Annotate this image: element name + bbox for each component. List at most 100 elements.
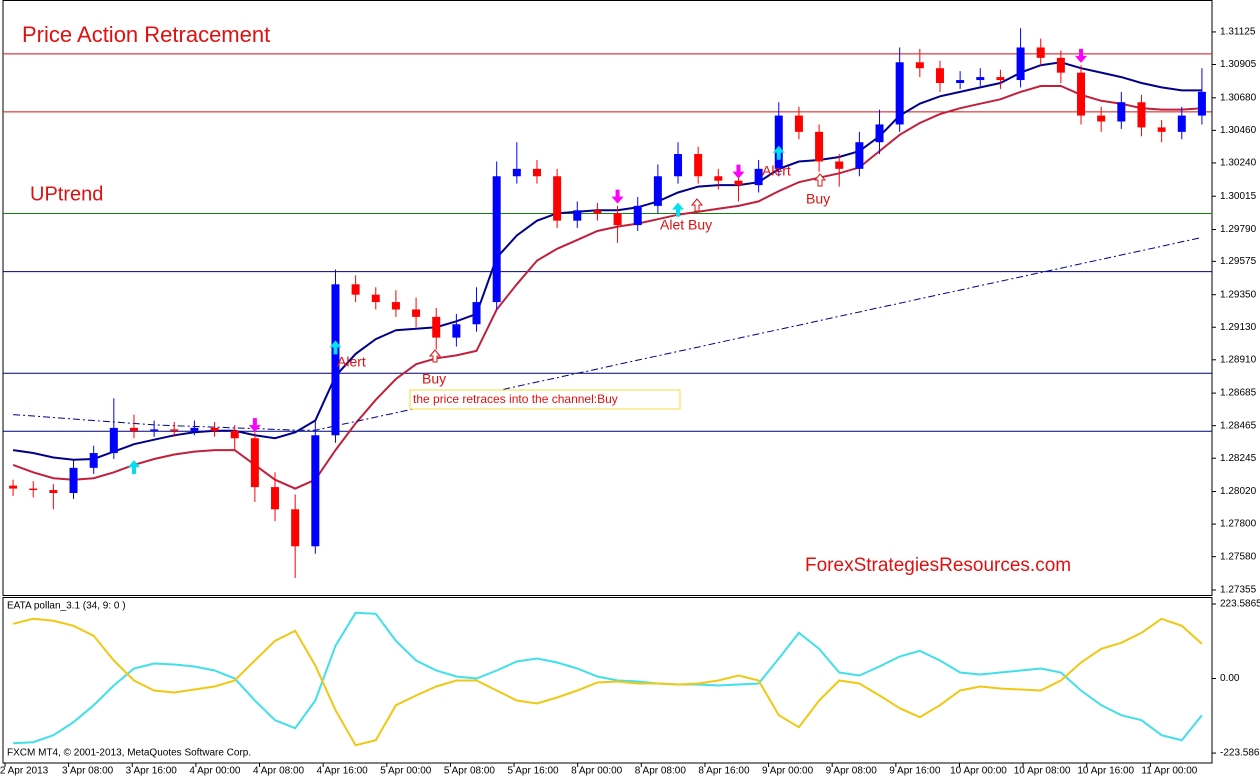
candle-body [1157,127,1166,132]
candle-body [1056,57,1065,73]
candle-body [371,294,380,303]
candle-body [895,62,904,125]
buy-arrow [690,198,704,212]
candle-body [29,488,38,491]
y-tick-label: 0.00 [1220,673,1240,684]
footer: FXCM MT4, © 2001-2013, MetaQuotes Softwa… [7,748,251,759]
y-tick-label: 1.27800 [1220,519,1257,530]
annotation: Alet Buy [660,217,712,233]
candle-body [170,429,179,431]
candle-body [613,213,622,226]
candle-body [1117,102,1126,122]
candle-body [1137,102,1146,128]
candle-body [89,453,98,468]
signal-down [611,189,624,204]
buy-arrow [813,173,827,187]
signal-up [329,340,342,355]
candle-body [1197,91,1206,116]
candle-body [573,210,582,221]
candle-body [9,485,18,489]
signal-up [672,202,685,217]
y-tick-label: 1.28685 [1220,388,1257,399]
x-tick-label: 3 Apr 08:00 [62,766,114,777]
y-tick-label: 1.31125 [1220,27,1256,38]
signal-down [732,164,745,179]
y-tick-label: 1.28020 [1220,486,1257,497]
annotation: the price retraces into the channel:Buy [413,392,618,406]
candle-body [311,435,320,547]
x-tick-label: 10 Apr 08:00 [1014,766,1071,777]
candle-body [653,176,662,206]
candle-body [835,161,844,169]
x-tick-label: 5 Apr 16:00 [507,766,559,777]
y-tick-label: 1.28910 [1220,354,1257,365]
annotation: Buy [422,371,446,387]
y-tick-label: 1.29350 [1220,289,1257,300]
y-tick-label: 1.29790 [1220,224,1257,235]
x-tick-label: 5 Apr 08:00 [444,766,496,777]
candle-body [351,284,360,295]
y-tick-label: 223.5865 [1220,599,1260,610]
candle-body [774,115,783,169]
y-tick-label: 1.29130 [1220,322,1257,333]
candle-body [754,168,763,186]
chart-title: Price Action Retracement [22,22,270,47]
y-tick-label: 1.30240 [1220,158,1257,169]
line [13,611,1203,745]
x-tick-label: 4 Apr 08:00 [253,766,305,777]
y-tick-label: 1.28465 [1220,420,1257,431]
candle-body [150,429,159,431]
x-tick-label: 10 Apr 00:00 [950,766,1007,777]
annotation: UPtrend [30,183,103,205]
annotation: Alert [337,354,366,370]
candle-body [734,180,743,186]
candle-body [976,77,985,81]
candle-body [452,324,461,338]
x-tick-label: 4 Apr 16:00 [317,766,369,777]
candle-body [109,427,118,454]
signal-up [127,460,140,475]
y-tick-label: 1.30015 [1220,191,1257,202]
x-tick-label: 9 Apr 16:00 [889,766,941,777]
candle-body [532,168,541,177]
candle-body [1177,115,1186,132]
y-tick-label: 1.27580 [1220,551,1257,562]
annotation: Buy [806,191,830,207]
candle-body [69,467,78,494]
line [12,61,1202,461]
candle-body [190,427,199,431]
candle-body [935,68,944,84]
main-frame [2,0,1213,596]
signal-down [1075,48,1088,63]
annotation-box [409,389,681,410]
candle-body [855,142,864,169]
line [12,617,1203,747]
candle-body [271,487,280,510]
x-tick-label: 8 Apr 08:00 [635,766,687,777]
x-tick-label: 11 Apr 00:00 [1141,766,1197,777]
x-tick-label: 5 Apr 00:00 [380,766,432,777]
line [12,85,1202,490]
plot-layer: 1.31125 1.30905 1.30680 1.30460 1.30240 1.300… [0,27,1260,777]
candle-body [674,154,683,177]
indicator-frame [2,597,1213,764]
candle-body [391,302,400,310]
indicator-title: EATA pollan_3.1 (34, 9: 0 ) [7,601,126,612]
x-tick-label: 8 Apr 16:00 [698,766,750,777]
candle-body [794,115,803,132]
candle-body [472,302,481,325]
candle-body [512,168,521,177]
candle-body [694,154,703,177]
candle-body [492,176,501,303]
candle-body [129,427,138,431]
candle-body [553,176,562,221]
candle-body [230,430,239,439]
y-tick-label: 1.29575 [1220,256,1257,267]
y-tick-label: 1.30905 [1220,59,1257,70]
x-tick-label: 9 Apr 08:00 [826,766,878,777]
line [13,237,1203,431]
candle-body [49,490,58,494]
y-tick-label: 1.30680 [1220,92,1257,103]
